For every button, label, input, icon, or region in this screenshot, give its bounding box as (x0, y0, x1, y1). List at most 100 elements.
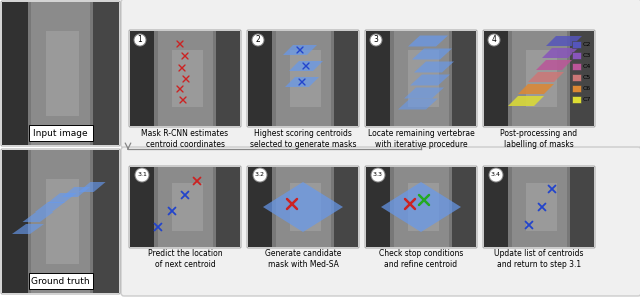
Bar (408, 50, 438, 107)
Circle shape (253, 168, 267, 182)
Polygon shape (263, 182, 343, 232)
Bar (157, 31, 212, 126)
Bar (366, 167, 390, 247)
Bar (2, 150, 28, 293)
Bar (2, 2, 28, 145)
Text: 3: 3 (374, 36, 378, 45)
Bar (31, 2, 90, 145)
Text: Mask R-CNN estimates
centroid coordinates: Mask R-CNN estimates centroid coordinate… (141, 129, 228, 149)
Bar (334, 31, 358, 126)
Bar (130, 167, 154, 247)
Polygon shape (47, 193, 77, 203)
Polygon shape (508, 96, 544, 106)
Text: C6: C6 (583, 86, 591, 91)
Bar (511, 167, 566, 247)
Text: Locate remaining vertebrae
with iterative procedure: Locate remaining vertebrae with iterativ… (367, 129, 474, 149)
FancyBboxPatch shape (121, 147, 640, 296)
Text: C7: C7 (583, 97, 591, 102)
Bar (2, 150, 119, 293)
Bar (248, 167, 272, 247)
Bar (526, 183, 557, 231)
Circle shape (370, 34, 382, 46)
Polygon shape (62, 187, 90, 197)
Bar (511, 31, 566, 126)
Bar (526, 50, 557, 107)
FancyBboxPatch shape (121, 0, 640, 148)
Bar (572, 52, 581, 59)
Text: 3.3: 3.3 (373, 173, 383, 178)
Bar (93, 150, 119, 293)
Circle shape (134, 34, 146, 46)
Text: 3.4: 3.4 (491, 173, 501, 178)
Text: Input image: Input image (33, 129, 88, 138)
Polygon shape (404, 88, 444, 99)
Bar (216, 31, 240, 126)
Bar (130, 31, 154, 126)
Text: Predict the location
of next centroid: Predict the location of next centroid (148, 249, 222, 269)
Bar (394, 31, 449, 126)
Polygon shape (536, 60, 572, 70)
Bar (452, 167, 476, 247)
Bar (570, 167, 594, 247)
Circle shape (488, 34, 500, 46)
Text: C5: C5 (583, 75, 591, 80)
Text: 4: 4 (492, 36, 497, 45)
Bar (572, 96, 581, 103)
Text: Post-processing and
labelling of masks: Post-processing and labelling of masks (500, 129, 577, 149)
Circle shape (489, 168, 503, 182)
FancyBboxPatch shape (29, 125, 93, 141)
Bar (290, 183, 321, 231)
Polygon shape (79, 182, 106, 192)
Bar (572, 74, 581, 81)
Polygon shape (518, 84, 554, 94)
FancyBboxPatch shape (29, 273, 93, 289)
Polygon shape (35, 202, 65, 212)
Polygon shape (289, 61, 323, 71)
Text: Check stop conditions
and refine centroid: Check stop conditions and refine centroi… (379, 249, 463, 269)
Text: Generate candidate
mask with Med-SA: Generate candidate mask with Med-SA (265, 249, 341, 269)
Polygon shape (381, 182, 461, 232)
Bar (172, 50, 203, 107)
Polygon shape (285, 77, 319, 87)
Bar (47, 31, 79, 116)
Polygon shape (22, 212, 54, 222)
Bar (31, 150, 90, 293)
Circle shape (252, 34, 264, 46)
Bar (408, 183, 438, 231)
Polygon shape (542, 48, 578, 58)
Polygon shape (283, 45, 317, 55)
Text: C2: C2 (583, 42, 591, 47)
Bar (2, 2, 119, 145)
Bar (275, 31, 330, 126)
Circle shape (371, 168, 385, 182)
Polygon shape (408, 36, 448, 47)
Text: Highest scoring centroids
selected to generate masks: Highest scoring centroids selected to ge… (250, 129, 356, 149)
Polygon shape (398, 99, 438, 110)
Bar (290, 50, 321, 107)
Bar (366, 167, 476, 247)
Bar (93, 2, 119, 145)
Polygon shape (546, 36, 582, 46)
Text: Ground truth: Ground truth (31, 277, 90, 285)
Text: 1: 1 (138, 36, 142, 45)
Bar (157, 167, 212, 247)
Bar (130, 31, 240, 126)
Polygon shape (12, 224, 44, 234)
Bar (130, 167, 240, 247)
Bar (572, 41, 581, 48)
Bar (572, 63, 581, 70)
Bar (248, 31, 272, 126)
Bar (484, 31, 594, 126)
Bar (248, 167, 358, 247)
Bar (484, 31, 508, 126)
Text: 2: 2 (255, 36, 260, 45)
Polygon shape (414, 61, 454, 72)
Bar (452, 31, 476, 126)
Bar (570, 31, 594, 126)
Polygon shape (410, 75, 450, 86)
Bar (366, 31, 390, 126)
Bar (47, 178, 79, 264)
Text: 3.2: 3.2 (255, 173, 265, 178)
Bar (572, 85, 581, 92)
Bar (216, 167, 240, 247)
